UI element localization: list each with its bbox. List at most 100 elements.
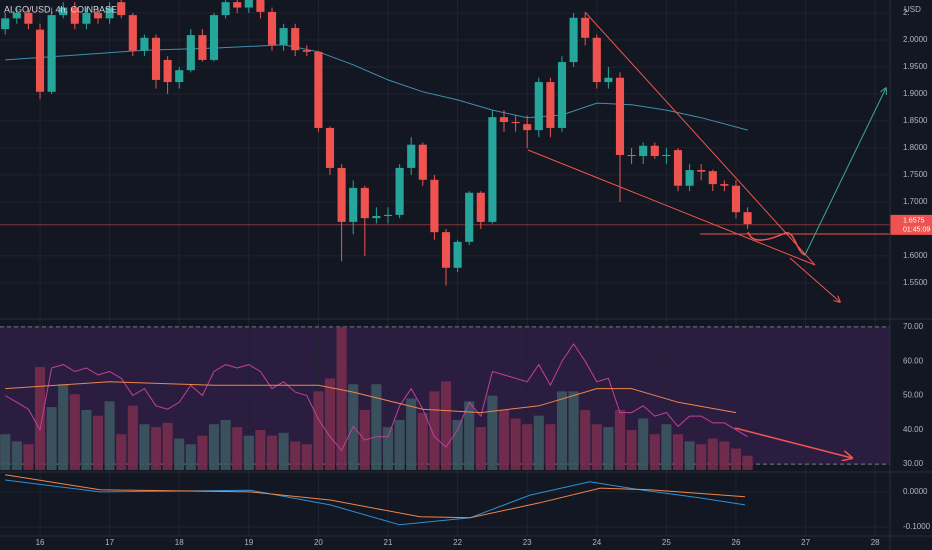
- y-tick-label: 1.8000: [903, 143, 928, 152]
- candle-body: [209, 15, 219, 60]
- volume-bar: [232, 427, 243, 470]
- candle-body: [267, 11, 277, 45]
- candle-body: [256, 0, 265, 12]
- candle-body: [615, 77, 625, 155]
- candle-body: [407, 144, 416, 168]
- volume-bar: [626, 429, 637, 470]
- volume-bar: [150, 427, 162, 470]
- y-tick-label: 60.00: [903, 356, 924, 365]
- volume-bar: [266, 435, 278, 470]
- candle-body: [511, 122, 520, 124]
- volume-bar: [208, 424, 220, 470]
- volume-bar: [301, 444, 312, 470]
- x-tick-label: 21: [384, 538, 393, 547]
- x-tick-label: 16: [36, 538, 45, 547]
- candle-body: [105, 7, 114, 19]
- volume-bar: [406, 398, 417, 470]
- volume-bar: [684, 441, 695, 470]
- y-tick-label: 1.6000: [903, 251, 928, 260]
- trend-line: [584, 11, 816, 266]
- volume-bar: [104, 401, 115, 470]
- y-tick-label: 1.7500: [903, 170, 928, 179]
- candle-body: [720, 184, 729, 186]
- x-tick-label: 23: [523, 538, 532, 547]
- volume-bar: [475, 427, 486, 470]
- y-tick-label: 1.9000: [903, 89, 928, 98]
- x-tick-label: 25: [662, 538, 671, 547]
- volume-bar: [707, 438, 718, 470]
- chart-title: ALGO/USD, 4h, COINBASE: [4, 4, 117, 14]
- x-tick-label: 22: [453, 538, 462, 547]
- candle-body: [569, 17, 578, 63]
- volume-bar: [672, 434, 684, 470]
- volume-bar: [162, 422, 173, 470]
- candle-body: [1, 18, 10, 30]
- volume-bar: [11, 441, 22, 470]
- candle-body: [82, 12, 91, 24]
- volume-bar: [556, 391, 568, 470]
- volume-bar: [23, 444, 34, 470]
- y-tick-label: 1.8500: [903, 116, 928, 125]
- up-arrow: [804, 88, 886, 256]
- last-price: 1.6575: [903, 218, 925, 225]
- candle-body: [12, 12, 21, 19]
- candle-body: [140, 37, 149, 51]
- candle-body: [24, 12, 33, 24]
- candle-body: [117, 2, 126, 16]
- volume-bar: [81, 409, 92, 470]
- volume-bar: [661, 424, 672, 470]
- volume-bar: [185, 444, 196, 470]
- volume-bar: [69, 394, 80, 470]
- x-tick-label: 26: [732, 538, 741, 547]
- volume-bar: [278, 432, 289, 470]
- volume-bar: [522, 424, 533, 470]
- drawings: [527, 11, 890, 458]
- candle-body: [198, 35, 207, 60]
- candle-body: [441, 232, 451, 268]
- x-tick-label: 27: [801, 538, 810, 547]
- volume-bar: [0, 434, 11, 470]
- candle-body: [581, 17, 590, 38]
- y-tick-label: 70.00: [903, 322, 924, 331]
- volume-bar: [591, 424, 602, 470]
- volume-bar: [336, 327, 347, 470]
- candle-body: [70, 7, 79, 24]
- volume-bar: [580, 409, 591, 470]
- price-label-box: [890, 214, 932, 235]
- volume-bar: [568, 391, 579, 470]
- candle-body: [499, 117, 509, 123]
- candle-body: [383, 214, 393, 216]
- volume-bar: [452, 419, 463, 470]
- candle-body: [418, 144, 427, 180]
- volume-bar: [394, 419, 405, 470]
- candle-body: [314, 51, 323, 128]
- candle-body: [557, 62, 567, 128]
- volume-bar: [290, 441, 301, 470]
- volume-bar: [730, 448, 742, 470]
- candle-body: [279, 28, 288, 45]
- volume-bar: [174, 438, 185, 470]
- x-tick-label: 24: [592, 538, 601, 547]
- volume-bar: [197, 435, 208, 470]
- volume-bar: [58, 384, 69, 470]
- rsi-line: [4, 343, 748, 452]
- x-tick-label: 28: [871, 538, 880, 547]
- volume-bar: [220, 419, 231, 470]
- volume-bar: [510, 418, 521, 470]
- candle-body: [523, 124, 532, 131]
- candle-body: [59, 7, 68, 16]
- volume-bar: [116, 434, 127, 470]
- candle-body: [743, 212, 752, 225]
- volume-bar: [429, 391, 440, 470]
- candle-body: [221, 2, 230, 16]
- volume-bar: [440, 381, 452, 470]
- candle-body: [453, 241, 462, 268]
- currency: USD: [904, 5, 921, 14]
- candle-body: [476, 192, 485, 222]
- trend-line: [527, 149, 816, 266]
- projection: [747, 231, 806, 256]
- y-tick-label: 1.5500: [903, 278, 928, 287]
- y-tick-label: 50.00: [903, 391, 924, 400]
